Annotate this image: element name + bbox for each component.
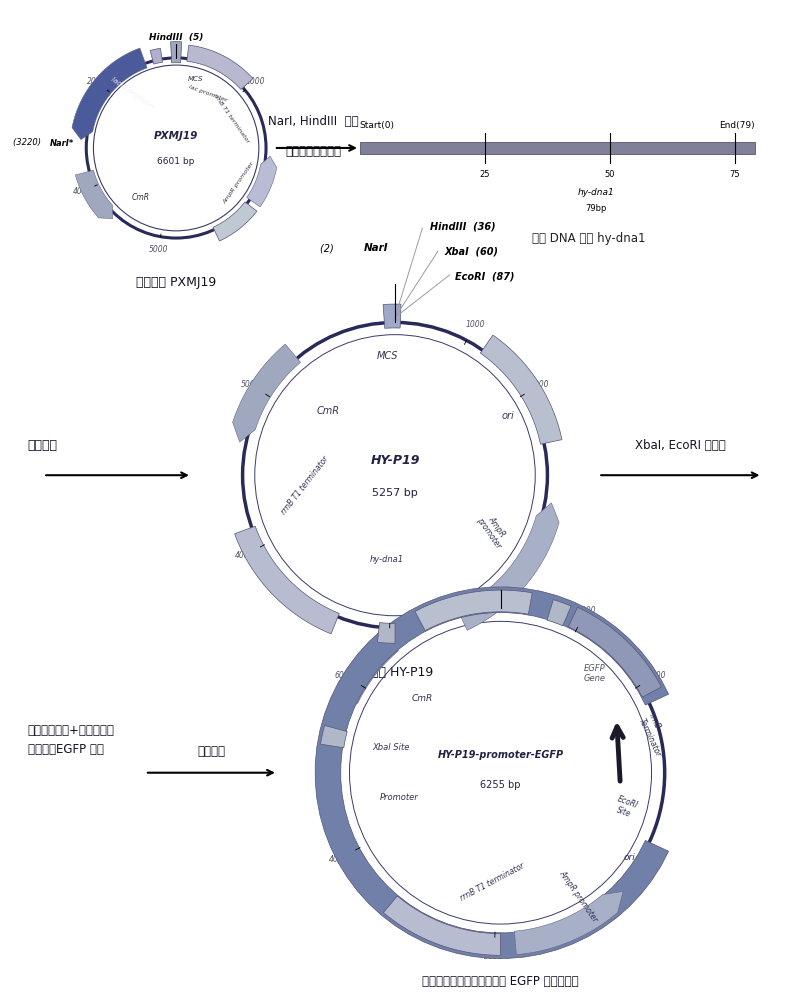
Polygon shape: [75, 170, 113, 219]
Text: 6000: 6000: [335, 671, 355, 680]
Text: CmR: CmR: [132, 193, 150, 202]
Text: 3000: 3000: [379, 642, 399, 651]
Text: rrnB T1 terminator: rrnB T1 terminator: [459, 861, 526, 902]
Text: 6255 bp: 6255 bp: [480, 780, 521, 790]
Polygon shape: [320, 757, 349, 835]
Text: 酶切回收产物+系列合成启: 酶切回收产物+系列合成启: [28, 724, 115, 737]
Text: 2000: 2000: [647, 671, 666, 680]
Text: 50: 50: [604, 170, 615, 179]
Polygon shape: [568, 607, 661, 697]
Polygon shape: [457, 503, 559, 630]
Polygon shape: [186, 45, 253, 89]
Text: 动子片、EGFP 片段: 动子片、EGFP 片段: [28, 743, 103, 756]
Polygon shape: [315, 587, 668, 959]
Text: 25: 25: [480, 170, 490, 179]
Text: (2): (2): [319, 243, 337, 253]
Text: HY-P19-promoter-EGFP: HY-P19-promoter-EGFP: [438, 750, 563, 760]
Text: 79bp: 79bp: [585, 204, 607, 213]
Text: NarI: NarI: [363, 243, 389, 253]
Text: 合成 DNA 片段 hy-dna1: 合成 DNA 片段 hy-dna1: [532, 232, 645, 245]
Text: EcoRI
Site: EcoRI Site: [612, 795, 639, 820]
Polygon shape: [72, 48, 147, 140]
Text: (3220): (3220): [13, 138, 43, 147]
Polygon shape: [321, 725, 348, 748]
Text: NarI, HindIII  双酶: NarI, HindIII 双酶: [268, 115, 358, 128]
Text: 一系列启动子带有标记基因 EGFP 的探测载体: 一系列启动子带有标记基因 EGFP 的探测载体: [422, 975, 579, 988]
Text: CmR: CmR: [317, 406, 340, 416]
Text: 切，酶切回收产物: 切，酶切回收产物: [285, 145, 341, 158]
Text: lac promoter: lac promoter: [187, 84, 228, 103]
Text: MCS: MCS: [188, 76, 204, 82]
Text: rrnB T1 terminator: rrnB T1 terminator: [212, 93, 250, 144]
Text: HindIII  (36): HindIII (36): [431, 221, 496, 231]
Text: NarI*: NarI*: [51, 138, 74, 147]
Text: CmR: CmR: [412, 694, 433, 703]
Text: EcoRI  (87): EcoRI (87): [455, 272, 515, 282]
Text: AmpR
promoter: AmpR promoter: [475, 510, 511, 550]
Polygon shape: [150, 48, 163, 64]
Polygon shape: [415, 590, 532, 631]
Polygon shape: [246, 156, 276, 207]
Polygon shape: [383, 304, 401, 328]
Text: 2000: 2000: [530, 380, 550, 389]
Polygon shape: [480, 335, 562, 444]
Bar: [359, 142, 754, 154]
Polygon shape: [213, 202, 257, 241]
Text: 5257 bp: 5257 bp: [372, 488, 418, 498]
Text: 2000: 2000: [87, 77, 107, 86]
Text: 5000: 5000: [149, 245, 168, 254]
Polygon shape: [547, 600, 571, 626]
Text: 构建质粒 HY-P19: 构建质粒 HY-P19: [356, 666, 434, 679]
Text: Start(0): Start(0): [359, 121, 395, 130]
Text: 体外重组: 体外重组: [28, 439, 58, 452]
Text: 4000: 4000: [73, 187, 92, 196]
Text: lacIq promoter: lacIq promoter: [111, 76, 156, 111]
Text: PXMJ19: PXMJ19: [154, 131, 198, 141]
Text: 5000: 5000: [240, 380, 260, 389]
Text: hy-dna1: hy-dna1: [371, 555, 404, 564]
Text: ori: ori: [502, 411, 515, 421]
Polygon shape: [383, 896, 501, 955]
Text: 1000: 1000: [465, 320, 485, 329]
Text: EGFP
Gene: EGFP Gene: [583, 664, 605, 683]
Text: 75: 75: [729, 170, 740, 179]
Text: 1000: 1000: [577, 606, 596, 615]
Text: Promoter: Promoter: [379, 793, 418, 802]
Text: XbaI  (60): XbaI (60): [444, 246, 498, 256]
Polygon shape: [235, 526, 339, 634]
Text: 4000: 4000: [235, 551, 254, 560]
Text: HY-P19: HY-P19: [371, 454, 419, 467]
Text: End(79): End(79): [719, 121, 754, 130]
Text: 3000: 3000: [484, 952, 504, 961]
Text: ori: ori: [623, 852, 635, 861]
Text: 体外重组: 体外重组: [198, 745, 225, 758]
Text: rrnB
Terminator: rrnB Terminator: [638, 712, 672, 758]
Polygon shape: [337, 633, 398, 714]
Polygon shape: [514, 891, 623, 955]
Text: hy-dna1: hy-dna1: [578, 188, 615, 197]
Text: 原始质粒 PXMJ19: 原始质粒 PXMJ19: [136, 276, 216, 289]
Text: HindIII  (5): HindIII (5): [149, 33, 203, 42]
Text: AmpR promoter: AmpR promoter: [222, 161, 255, 205]
Text: rrnB T1 terminator: rrnB T1 terminator: [280, 454, 330, 516]
Text: Xbal Site: Xbal Site: [372, 743, 410, 752]
Text: AmpR promoter: AmpR promoter: [558, 869, 600, 924]
Text: XbaI, EcoRI 双酶切: XbaI, EcoRI 双酶切: [635, 439, 726, 452]
Text: 6601 bp: 6601 bp: [157, 157, 195, 166]
Polygon shape: [232, 344, 300, 442]
Polygon shape: [378, 623, 395, 643]
Text: 4000: 4000: [329, 855, 348, 864]
Text: MCS: MCS: [377, 351, 398, 361]
Polygon shape: [171, 42, 182, 63]
Text: 1000: 1000: [246, 77, 265, 86]
